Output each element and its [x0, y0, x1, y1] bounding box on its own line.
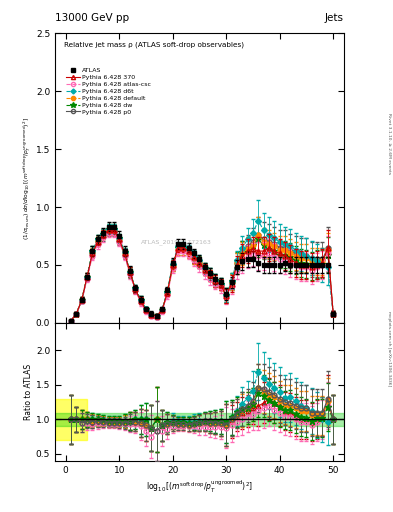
Text: Jets: Jets — [325, 13, 344, 23]
Bar — [55, 413, 344, 426]
Text: Rivet 3.1.10, ≥ 2.6M events: Rivet 3.1.10, ≥ 2.6M events — [387, 113, 391, 174]
Bar — [55, 399, 87, 440]
X-axis label: $\log_{10}[(m^{\rm soft\,drop}/p_T^{\rm ungroomed})^2]$: $\log_{10}[(m^{\rm soft\,drop}/p_T^{\rm … — [146, 479, 253, 495]
Legend: ATLAS, Pythia 6.428 370, Pythia 6.428 atlas-csc, Pythia 6.428 d6t, Pythia 6.428 : ATLAS, Pythia 6.428 370, Pythia 6.428 at… — [64, 65, 154, 117]
Text: ATLAS_2019_I1772163: ATLAS_2019_I1772163 — [141, 239, 212, 245]
Text: Relative jet mass ρ (ATLAS soft-drop observables): Relative jet mass ρ (ATLAS soft-drop obs… — [64, 42, 244, 49]
Text: 13000 GeV pp: 13000 GeV pp — [55, 13, 129, 23]
Y-axis label: $(1/\sigma_{\rm resum})\,d\sigma/d\log_{10}[(m^{\rm soft\,drop}\!/p_T^{\rm ungro: $(1/\sigma_{\rm resum})\,d\sigma/d\log_{… — [22, 117, 33, 240]
Text: mcplots.cern.ch [arXiv:1306.3436]: mcplots.cern.ch [arXiv:1306.3436] — [387, 311, 391, 386]
Y-axis label: Ratio to ATLAS: Ratio to ATLAS — [24, 364, 33, 420]
